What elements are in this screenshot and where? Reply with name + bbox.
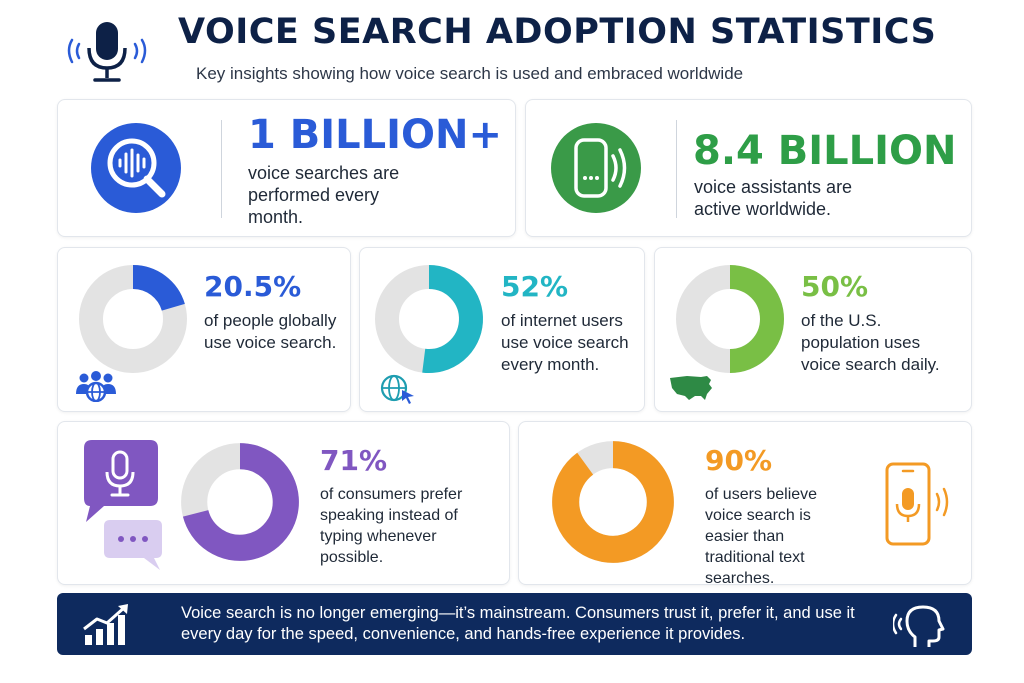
stat-card-voice-assistants: 8.4 BILLION voice assistants are active … [525,99,972,237]
stat-card-easier-search: 90% of users believe voice search is eas… [518,421,972,587]
donut-value-arc [729,265,784,373]
page-title: VOICE SEARCH ADOPTION STATISTICS [178,12,937,52]
smart-speaker-icon [550,122,642,214]
stat-card-prefer-speaking: 71% of consumers prefer speaking instead… [57,421,510,585]
microphone-icon [62,18,152,86]
page-subtitle: Key insights showing how voice search is… [196,64,744,83]
stat-value: 8.4 BILLION [693,128,957,174]
smartphone-mic-icon [883,462,955,548]
speech-bubble-mic-icon [78,440,162,570]
stat-description: of people globally use voice search. [204,311,337,352]
stat-description: voice searches are performed every month… [248,163,400,227]
speaking-head-icon [893,599,953,649]
donut-chart [375,265,483,373]
stat-value: 20.5% [204,270,302,303]
stat-card-internet-users: 52% of internet users use voice search e… [359,247,645,412]
donut-value-arc [182,443,299,561]
donut-chart [181,443,299,561]
donut-chart [676,265,784,373]
usa-map-icon [667,372,715,404]
stat-value: 1 BILLION+ [248,112,502,158]
stat-card-us-population: 50% of the U.S. population uses voice se… [654,247,972,412]
donut-chart [552,441,674,563]
donut-value-arc [422,265,483,373]
stat-description: of users believe voice search is easier … [705,486,818,587]
donut-value-arc [552,441,674,563]
stat-value: 50% [801,270,869,303]
stat-description: of internet users use voice search every… [501,311,629,374]
donut-chart [79,265,187,373]
stat-card-global-usage: 20.5% of people globally use voice searc… [57,247,351,412]
stat-value: 71% [320,444,388,477]
summary-banner: Voice search is no longer emerging—it’s … [57,593,972,655]
summary-text: Voice search is no longer emerging—it’s … [181,604,855,643]
stat-description: of the U.S. population uses voice search… [801,311,940,374]
stat-description: voice assistants are active worldwide. [694,177,853,219]
stat-description: of consumers prefer speaking instead of … [320,486,463,566]
stat-value: 90% [705,444,773,477]
growth-chart-icon [81,603,135,647]
globe-cursor-icon [378,372,418,404]
stat-value: 52% [501,270,569,303]
voice-search-magnifier-icon [90,122,182,214]
stat-card-voice-searches: 1 BILLION+ voice searches are performed … [57,99,516,237]
donut-value-arc [132,265,185,312]
people-globe-icon [72,370,120,402]
